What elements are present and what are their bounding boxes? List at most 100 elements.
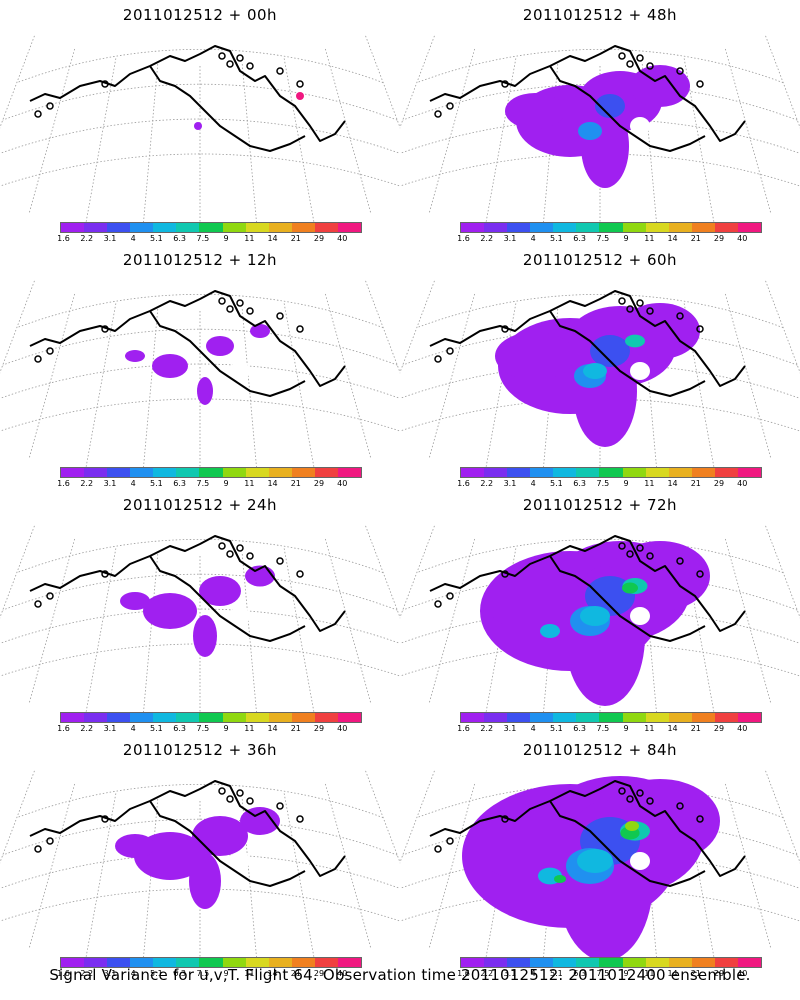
- variance-region: [578, 122, 602, 140]
- coastline: [29, 535, 346, 642]
- island-outline: [618, 52, 626, 60]
- legend-swatch: [245, 958, 269, 967]
- polar-map: [0, 280, 400, 467]
- legend-tick-label: 29: [313, 234, 325, 243]
- island-outline: [246, 62, 254, 70]
- panel-title: 2011012512 + 72h: [522, 496, 678, 514]
- latitude-gridline: [416, 48, 784, 84]
- latitude-gridline: [416, 783, 784, 819]
- meridian-gridline: [324, 783, 372, 948]
- legend-tick-label: 11: [244, 234, 255, 243]
- legend-swatch: [461, 713, 485, 722]
- legend-tick-label: 1.6: [57, 234, 70, 243]
- legend-swatch: [153, 468, 177, 477]
- legend-tick-label: 1.6: [57, 479, 70, 488]
- meridian-gridline: [765, 770, 800, 864]
- variance-region: [193, 615, 217, 657]
- island-outline: [676, 802, 684, 810]
- legend-swatch: [222, 713, 246, 722]
- legend-tick-label: 40: [737, 479, 748, 488]
- panel-title: 2011012512 + 60h: [522, 251, 678, 269]
- legend-tick-label: 40: [337, 234, 348, 243]
- legend-swatch: [268, 223, 292, 232]
- legend-swatch: [61, 468, 85, 477]
- legend-swatch: [107, 223, 131, 232]
- island-outline: [34, 600, 42, 608]
- variance-region: [590, 335, 630, 367]
- island-outline: [246, 307, 254, 315]
- meridian-gridline: [0, 770, 35, 864]
- meridian-gridline: [143, 799, 159, 957]
- legend-swatch: [714, 223, 738, 232]
- island-outline: [226, 305, 234, 313]
- meridian-gridline: [85, 303, 117, 467]
- legend-swatch: [668, 468, 692, 477]
- island-outline: [276, 312, 284, 320]
- island-outline: [46, 347, 54, 355]
- legend-swatch: [691, 223, 715, 232]
- legend-swatch: [576, 958, 600, 967]
- legend-tick-label: 6.3: [573, 969, 586, 978]
- forecast-panel: 2011012512 + 84h 1.6 2.2 3.1 4 5.1 6.3 7.5 9 11 14…: [400, 735, 800, 980]
- legend-swatch: [291, 958, 315, 967]
- legend-tick-label: 5.1: [550, 969, 563, 978]
- meridian-gridline: [365, 280, 400, 374]
- legend-tick-label: 6.3: [173, 479, 186, 488]
- legend-tick-label: 5.1: [150, 969, 163, 978]
- legend-tick-label: 11: [644, 969, 655, 978]
- variance-region: [625, 821, 639, 831]
- legend-tick-label: 4: [130, 234, 136, 243]
- legend-swatch: [737, 958, 762, 967]
- island-outline: [676, 557, 684, 565]
- legend-labels: 1.6 2.2 3.1 4 5.1 6.3 7.5 9 11 14 21 29 40: [57, 234, 362, 244]
- island-outline: [446, 347, 454, 355]
- legend-swatch: [176, 468, 200, 477]
- coastline: [29, 780, 346, 887]
- polar-map: [400, 35, 800, 222]
- coastline: [429, 535, 746, 642]
- legend-tick-label: 9: [223, 724, 229, 733]
- meridian-gridline: [765, 280, 800, 374]
- legend-colorbar: [460, 467, 762, 478]
- legend-tick-label: 1.6: [457, 479, 470, 488]
- meridian-gridline: [724, 48, 772, 213]
- legend-swatch: [107, 958, 131, 967]
- panel-title: 2011012512 + 00h: [122, 6, 278, 24]
- variance-region: [625, 334, 645, 348]
- meridian-gridline: [428, 48, 476, 213]
- legend-tick-label: 9: [223, 969, 229, 978]
- island-outline: [276, 557, 284, 565]
- color-legend: 1.6 2.2 3.1 4 5.1 6.3 7.5 9 11 14 21 29 40: [57, 712, 362, 733]
- legend-tick-label: 11: [244, 724, 255, 733]
- legend-tick-label: 4: [130, 724, 136, 733]
- meridian-gridline: [143, 309, 159, 467]
- island-outline: [501, 570, 509, 578]
- legend-swatch: [314, 958, 338, 967]
- island-outline: [34, 845, 42, 853]
- legend-swatch: [84, 713, 108, 722]
- meridian-gridline: [0, 35, 35, 129]
- variance-region: [199, 576, 241, 606]
- island-outline: [236, 54, 244, 62]
- island-outline: [501, 325, 509, 333]
- meridian-gridline: [0, 525, 35, 619]
- legend-swatch: [553, 468, 577, 477]
- variance-region: [192, 816, 248, 856]
- island-outline: [46, 102, 54, 110]
- legend-swatch: [622, 713, 646, 722]
- legend-tick-label: 7.5: [596, 724, 610, 733]
- legend-tick-label: 29: [713, 724, 725, 733]
- legend-swatch: [153, 713, 177, 722]
- legend-swatch: [245, 223, 269, 232]
- meridian-gridline: [428, 783, 476, 948]
- island-outline: [46, 837, 54, 845]
- legend-swatch: [576, 713, 600, 722]
- variance-region: [120, 592, 150, 610]
- polar-map: [400, 770, 800, 957]
- variance-region: [630, 65, 690, 107]
- legend-swatch: [599, 713, 623, 722]
- legend-tick-label: 4: [530, 234, 536, 243]
- legend-swatch: [314, 223, 338, 232]
- legend-tick-label: 14: [267, 724, 278, 733]
- legend-swatch: [553, 223, 577, 232]
